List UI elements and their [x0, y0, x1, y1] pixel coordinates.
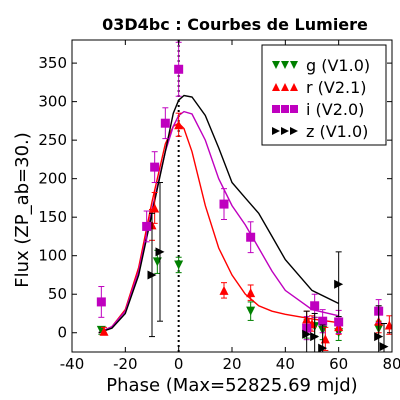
y-tick-label: 150 [38, 208, 67, 226]
point-z-2 [302, 329, 312, 339]
point-i-1 [142, 221, 152, 231]
legend-marker-g-2 [290, 61, 298, 69]
legend-marker-z-0 [272, 127, 280, 135]
legend-label-g: g (V1.0) [306, 56, 370, 75]
point-z-0 [147, 270, 157, 280]
legend-marker-g-0 [272, 61, 280, 69]
x-axis-label: Phase (Max=52825.69 mjd) [106, 375, 357, 396]
y-tick-label: 100 [38, 247, 67, 265]
point-r-2 [150, 203, 160, 213]
point-z-3 [310, 332, 320, 342]
point-z-1 [155, 247, 165, 257]
point-i-4 [174, 64, 184, 74]
x-tick-label: 60 [329, 355, 348, 373]
point-i-8 [310, 301, 320, 311]
point-g-3 [246, 306, 256, 316]
point-i-6 [246, 232, 256, 242]
legend: g (V1.0) r (V2.1) i (V2.0) z (V1.0) [261, 44, 387, 146]
point-z-6 [374, 332, 384, 342]
y-tick-label: 250 [38, 131, 67, 149]
point-r-11 [384, 320, 392, 330]
chart-title: 03D4bc : Courbes de Lumiere [102, 15, 368, 34]
y-tick-label: 350 [38, 54, 67, 72]
point-z-4 [318, 343, 328, 352]
point-i-10 [334, 317, 344, 327]
point-r-4 [219, 285, 229, 295]
point-z-7 [379, 342, 389, 352]
legend-marker-i-1 [281, 105, 289, 113]
legend-marker-z-2 [290, 127, 298, 135]
x-tick-label: -20 [113, 355, 138, 373]
legend-marker-r-0 [272, 83, 280, 91]
legend-label-z: z (V1.0) [306, 122, 368, 141]
y-tick-label: 50 [48, 285, 67, 303]
point-i-9 [318, 316, 328, 326]
legend-label-r: r (V2.1) [306, 78, 367, 97]
model-curve-r [98, 122, 339, 334]
plot-contents [96, 40, 392, 352]
legend-marker-r-2 [290, 83, 298, 91]
y-axis-label: Flux (ZP_ab=30.) [12, 132, 33, 288]
point-r-3 [174, 120, 184, 130]
x-tick-label: 20 [222, 355, 241, 373]
x-tick-label: 40 [276, 355, 295, 373]
y-tick-label: 0 [57, 324, 67, 342]
model-curve-z [98, 94, 340, 334]
legend-label-i: i (V2.0) [306, 100, 364, 119]
model-curve-i [98, 110, 339, 334]
legend-marker-i-0 [272, 105, 280, 113]
legend-marker-g-1 [281, 61, 289, 69]
y-tick-label: 200 [38, 170, 67, 188]
x-tick-label: 0 [174, 355, 184, 373]
y-tick-label: 300 [38, 93, 67, 111]
point-i-5 [219, 199, 229, 209]
point-i-2 [150, 162, 160, 172]
x-tick-label: -40 [60, 355, 85, 373]
point-r-0 [99, 326, 109, 336]
legend-marker-i-2 [290, 105, 298, 113]
legend-marker-r-1 [281, 83, 289, 91]
point-r-5 [246, 288, 256, 298]
point-i-3 [160, 118, 170, 128]
legend-marker-z-1 [281, 127, 289, 135]
point-g-2 [174, 260, 184, 270]
x-tick-label: 80 [382, 355, 400, 373]
plot-area: -40 -20 0 20 40 60 80 0 50 100 150 200 250 300 350 g (V… [38, 39, 400, 373]
point-z-5 [334, 279, 344, 289]
point-i-0 [96, 297, 106, 307]
